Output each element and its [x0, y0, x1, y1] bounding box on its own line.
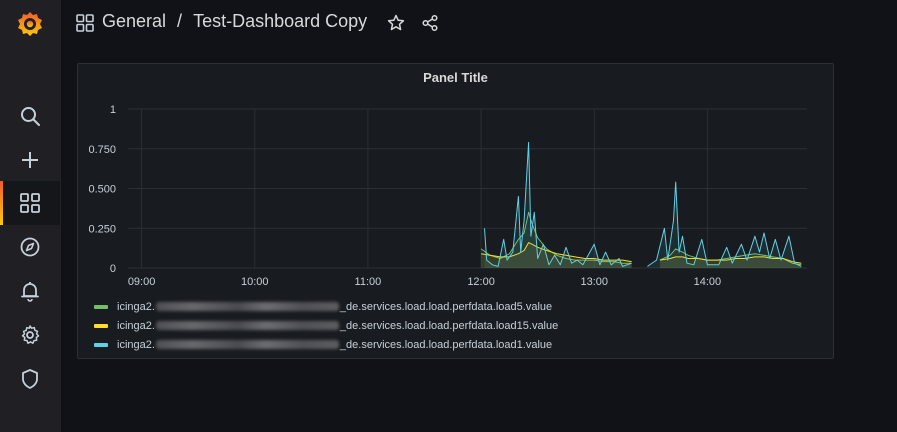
explore-button[interactable]	[0, 225, 60, 269]
breadcrumb-separator: /	[177, 11, 183, 31]
dashboard-navbar: General / Test-Dashboard Copy	[60, 0, 897, 46]
gear-icon	[21, 325, 40, 344]
legend-color-swatch[interactable]	[94, 342, 108, 347]
shield-icon	[22, 369, 38, 389]
x-tick-label: 13:00	[580, 276, 608, 288]
graph-legend: icinga2. _de.services.load.load.perfdata.…	[94, 297, 558, 354]
x-tick-label: 14:00	[694, 276, 722, 288]
redacted-hostname	[155, 340, 339, 349]
y-tick-label: 0.750	[88, 144, 116, 156]
series-area	[484, 142, 632, 268]
dashboard-title[interactable]: Test-Dashboard Copy	[193, 11, 368, 31]
y-tick-label: 1	[110, 104, 116, 116]
legend-color-swatch[interactable]	[94, 304, 108, 309]
breadcrumb: General / Test-Dashboard Copy	[102, 11, 367, 32]
series-area	[481, 242, 632, 268]
y-tick-label: 0	[110, 263, 116, 275]
legend-item[interactable]: icinga2. _de.services.load.load.perfdata.…	[94, 297, 558, 316]
legend-item[interactable]: icinga2. _de.services.load.load.perfdata.…	[94, 316, 558, 335]
graph-chart[interactable]: 0 0.250 0.500 0.750 1 09:00 10:00 11:00 12:00 13:…	[78, 64, 833, 358]
dashboards-grid-icon	[76, 14, 94, 32]
y-tick-label: 0.500	[88, 184, 116, 196]
series-line	[484, 141, 632, 267]
x-tick-label: 10:00	[241, 276, 269, 288]
plus-icon	[22, 152, 38, 168]
x-tick-label: 12:00	[467, 276, 495, 288]
configuration-button[interactable]	[0, 313, 60, 357]
side-menu	[0, 0, 61, 432]
x-tick-label: 09:00	[128, 276, 156, 288]
compass-icon	[20, 237, 40, 257]
alerting-button[interactable]	[0, 269, 60, 313]
legend-label-suffix: _de.services.load.load.perfdata.load1.va…	[339, 338, 553, 351]
series-line	[480, 211, 632, 264]
star-button[interactable]	[386, 13, 406, 33]
graph-panel: Panel Title 0 0.250 0.500 0.750 1 09:00 10:00 1…	[77, 63, 834, 359]
legend-label-prefix: icinga2.	[117, 338, 155, 351]
redacted-hostname	[155, 321, 339, 330]
redacted-hostname	[155, 302, 339, 311]
search-button[interactable]	[0, 94, 60, 138]
legend-color-swatch[interactable]	[94, 323, 108, 328]
grafana-logo-icon[interactable]	[14, 8, 46, 40]
series-line	[659, 256, 802, 264]
bell-icon	[21, 282, 39, 302]
search-icon	[21, 107, 40, 126]
y-tick-label: 0.250	[88, 223, 116, 235]
legend-label-suffix: _de.services.load.load.perfdata.load15.v…	[339, 319, 559, 332]
legend-label-prefix: icinga2.	[117, 300, 155, 313]
share-icon	[422, 14, 438, 32]
create-button[interactable]	[0, 138, 60, 182]
dashboards-grid-icon	[20, 193, 40, 213]
legend-label-suffix: _de.services.load.load.perfdata.load5.va…	[339, 300, 553, 313]
dashboards-button[interactable]	[0, 181, 60, 225]
server-admin-button[interactable]	[0, 357, 60, 401]
share-button[interactable]	[420, 13, 440, 33]
series-line	[647, 181, 802, 267]
x-tick-label: 11:00	[355, 276, 382, 288]
legend-item[interactable]: icinga2. _de.services.load.load.perfdata.…	[94, 335, 558, 354]
folder-link[interactable]: General	[102, 11, 167, 31]
series-area	[647, 182, 802, 268]
panel-title[interactable]: Panel Title	[423, 70, 488, 85]
star-icon	[387, 14, 405, 31]
series-line	[659, 248, 802, 266]
legend-label-prefix: icinga2.	[117, 319, 155, 332]
